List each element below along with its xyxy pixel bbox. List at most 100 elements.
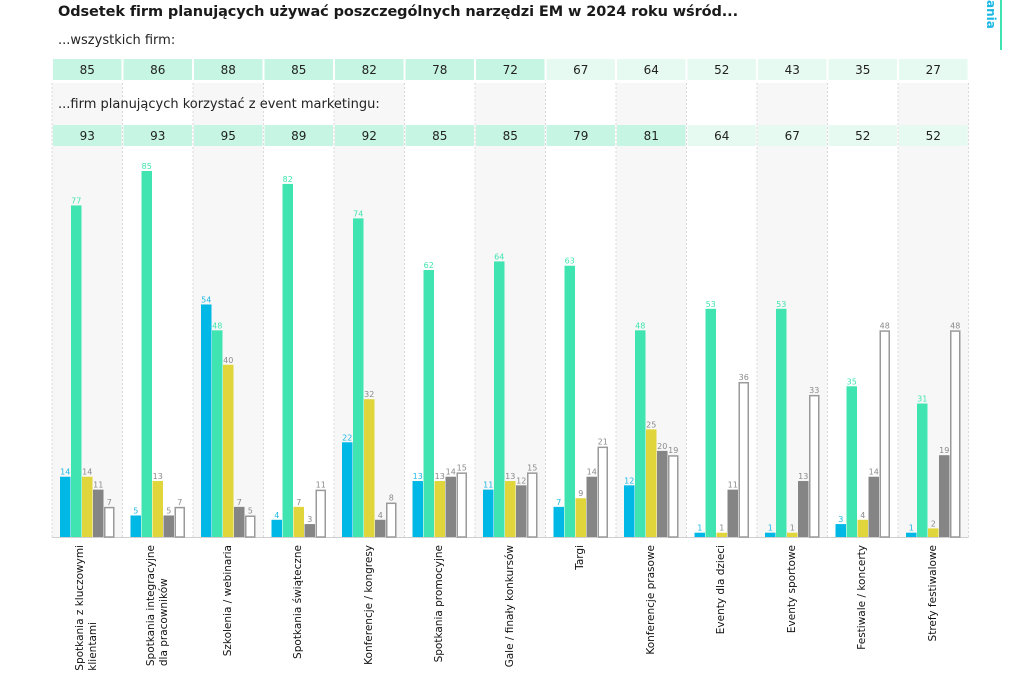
header-cell — [687, 125, 756, 146]
header-value: 93 — [80, 129, 95, 143]
bar — [434, 481, 445, 537]
subtitle-em-firms: ...firm planujących korzystać z event ma… — [58, 97, 380, 112]
bar — [130, 515, 141, 537]
bar-value-label: 12 — [516, 476, 526, 485]
bar — [282, 183, 293, 537]
column-background — [475, 83, 546, 537]
bar-value-label: 2 — [931, 519, 936, 528]
bar — [694, 532, 705, 537]
side-tab[interactable]: ania — [984, 0, 1000, 40]
bar — [494, 261, 505, 537]
bar — [304, 524, 315, 537]
bar-value-label: 5 — [248, 506, 253, 515]
bar — [104, 506, 115, 538]
header-value: 52 — [926, 129, 941, 143]
bar — [809, 394, 820, 538]
category-label: Gale / finały konkursów — [503, 545, 516, 668]
bar-value-label: 7 — [556, 498, 561, 507]
bar-value-label: 14 — [60, 468, 70, 477]
bar-value-label: 53 — [706, 300, 716, 309]
header-cell — [405, 59, 474, 80]
bar — [375, 519, 386, 537]
bar — [624, 485, 635, 537]
bar — [776, 308, 787, 537]
bar-value-label: 25 — [646, 420, 656, 429]
category-label: Targi — [574, 545, 587, 570]
bar — [353, 218, 364, 538]
bar — [575, 498, 586, 537]
bar — [82, 476, 93, 537]
category-label: Konferencje prasowe — [644, 545, 657, 655]
bar — [668, 455, 679, 538]
bar-value-label: 48 — [880, 321, 890, 330]
bar-value-label: 85 — [142, 162, 152, 171]
bar — [553, 506, 564, 537]
bar — [293, 506, 304, 537]
header-cell — [123, 59, 192, 80]
bar-value-label: 53 — [776, 300, 786, 309]
bar — [879, 330, 890, 538]
header-cell — [264, 59, 333, 80]
header-value: 85 — [503, 129, 518, 143]
bar-value-label: 77 — [71, 196, 81, 205]
bar — [657, 450, 668, 537]
bar — [527, 472, 538, 538]
bar-value-label: 48 — [950, 321, 960, 330]
header-cell — [194, 59, 263, 80]
column-background — [404, 83, 475, 537]
header-value: 89 — [291, 129, 306, 143]
bar — [223, 364, 234, 537]
bar-value-label: 64 — [494, 252, 504, 261]
bar-value-label: 4 — [378, 511, 383, 520]
bar-value-label: 4 — [860, 511, 865, 520]
bar — [271, 519, 282, 537]
bar-value-label: 4 — [274, 511, 279, 520]
bar-value-label: 32 — [364, 390, 374, 399]
header-value: 95 — [221, 129, 236, 143]
header-cell — [194, 125, 263, 146]
bar — [798, 481, 809, 537]
header-cell — [899, 125, 968, 146]
bar-value-label: 7 — [237, 498, 242, 507]
header-cell — [123, 125, 192, 146]
bar — [950, 330, 961, 538]
header-cell — [758, 125, 827, 146]
bar-value-label: 63 — [565, 257, 575, 266]
bar-value-label: 74 — [353, 209, 363, 218]
category-label: Spotkania świąteczne — [292, 545, 305, 659]
bar-value-label: 19 — [939, 446, 949, 455]
header-value: 85 — [80, 63, 95, 77]
header-value: 72 — [503, 63, 518, 77]
bar-value-label: 5 — [133, 506, 138, 515]
bar — [635, 330, 646, 537]
bar — [597, 446, 608, 538]
bar-value-label: 7 — [107, 498, 112, 507]
header-value: 64 — [714, 129, 729, 143]
bar — [412, 481, 423, 537]
bar-value-label: 13 — [435, 472, 445, 481]
header-value: 64 — [644, 63, 659, 77]
header-cell — [53, 59, 122, 80]
bar-value-label: 14 — [869, 468, 879, 477]
bar — [456, 472, 467, 538]
header-cell — [546, 125, 615, 146]
category-label: Spotkania integracyjne dla pracowników — [144, 545, 170, 667]
header-cell — [476, 125, 545, 146]
bar-value-label: 21 — [598, 438, 608, 447]
bar — [939, 455, 950, 537]
bar — [835, 524, 846, 537]
bar — [516, 485, 527, 537]
bar-value-label: 19 — [668, 446, 678, 455]
bar — [716, 532, 727, 537]
bar — [60, 476, 71, 537]
header-cell — [264, 125, 333, 146]
category-label: Festiwale / koncerty — [856, 545, 869, 650]
bar — [364, 399, 375, 537]
bar — [787, 532, 798, 537]
bar-value-label: 5 — [166, 506, 171, 515]
bar — [846, 386, 857, 537]
bar-value-label: 13 — [798, 472, 808, 481]
header-cell — [405, 125, 474, 146]
bar — [857, 519, 868, 537]
bar — [738, 381, 749, 538]
